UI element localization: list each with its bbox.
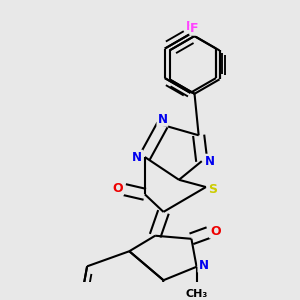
Text: O: O	[112, 182, 123, 195]
Text: N: N	[158, 113, 167, 126]
Text: O: O	[210, 225, 220, 238]
Text: N: N	[205, 155, 214, 168]
Text: CH₃: CH₃	[185, 289, 208, 299]
Text: S: S	[208, 183, 217, 196]
Text: F: F	[190, 22, 199, 35]
Text: F: F	[186, 20, 195, 33]
Text: N: N	[132, 151, 142, 164]
Text: N: N	[198, 259, 208, 272]
